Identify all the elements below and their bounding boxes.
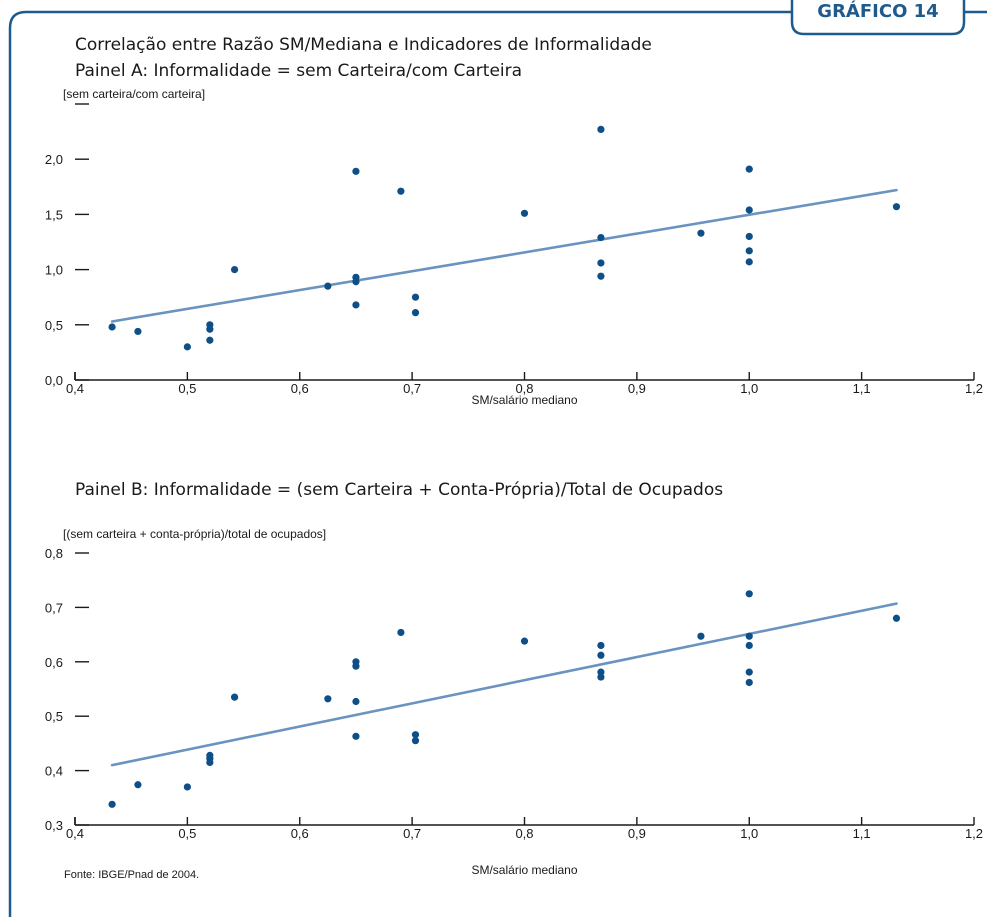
data-point <box>597 259 605 267</box>
panel-b-title: Painel B: Informalidade = (sem Carteira … <box>75 480 724 500</box>
data-point <box>597 641 605 650</box>
data-point <box>352 662 360 670</box>
data-point <box>206 758 214 767</box>
y-tick-label: 0,5 <box>45 318 63 333</box>
data-point <box>745 668 753 676</box>
data-point <box>108 800 116 808</box>
data-point <box>183 783 191 791</box>
data-point <box>411 737 420 745</box>
data-point <box>597 272 605 280</box>
data-point <box>597 651 605 659</box>
x-axis-label: SM/salário mediano <box>471 393 577 407</box>
data-point <box>411 731 420 739</box>
x-tick-label: 1,0 <box>740 826 758 841</box>
source-note: Fonte: IBGE/Pnad de 2004. <box>64 869 200 881</box>
data-point <box>745 590 753 598</box>
data-point <box>397 628 405 637</box>
x-tick-label: 1,1 <box>853 381 871 396</box>
data-point <box>230 266 239 274</box>
x-tick-label: 0,5 <box>178 381 196 396</box>
x-tick-label: 1,2 <box>965 381 983 396</box>
data-point <box>134 327 142 336</box>
x-tick-label: 0,9 <box>628 826 646 841</box>
y-tick-label: 1,5 <box>45 207 63 222</box>
x-tick-label: 0,6 <box>291 826 309 841</box>
y-tick-label: 0,7 <box>45 600 63 615</box>
x-tick-label: 1,1 <box>853 826 871 841</box>
data-point <box>745 641 753 650</box>
y-tick-label: 0,4 <box>45 764 63 779</box>
panel-b-y-unit: [(sem carteira + conta-própria)/total de… <box>63 527 327 541</box>
x-tick-label: 0,8 <box>515 381 533 396</box>
y-tick-label: 0,6 <box>45 655 63 670</box>
data-point <box>597 673 605 681</box>
data-point <box>352 732 360 740</box>
x-tick-label: 0,8 <box>515 826 533 841</box>
data-point <box>745 232 753 241</box>
data-point <box>206 325 214 333</box>
data-point <box>745 632 753 640</box>
x-tick-label: 0,5 <box>178 826 196 841</box>
data-point <box>352 167 360 175</box>
data-point <box>397 187 405 195</box>
panel-a-title: Painel A: Informalidade = sem Carteira/c… <box>75 61 523 81</box>
data-point <box>597 233 605 242</box>
frame-border <box>8 10 987 917</box>
data-point <box>520 209 529 217</box>
x-tick-label: 0,6 <box>291 381 309 396</box>
y-tick-label: 0,3 <box>45 818 63 833</box>
x-tick-label: 0,4 <box>66 381 84 396</box>
chart-title: Correlação entre Razão SM/Mediana e Indi… <box>75 35 652 55</box>
x-tick-label: 1,2 <box>965 826 983 841</box>
x-tick-label: 0,7 <box>403 381 421 396</box>
data-point <box>745 258 753 266</box>
data-point <box>697 632 705 640</box>
panel-a-y-unit: [sem carteira/com carteira] <box>63 87 206 101</box>
data-point <box>324 695 332 703</box>
data-point <box>411 293 420 301</box>
data-point <box>230 693 239 701</box>
trend-line <box>110 188 898 323</box>
x-tick-label: 1,0 <box>740 381 758 396</box>
data-point <box>183 343 191 351</box>
data-point <box>745 247 753 255</box>
x-axis-label: SM/salário mediano <box>471 863 577 877</box>
data-point <box>892 614 901 622</box>
y-tick-label: 2,0 <box>45 152 63 167</box>
data-point <box>108 323 116 331</box>
tab-outline <box>790 0 966 36</box>
data-point <box>520 637 529 645</box>
data-point <box>206 336 214 344</box>
x-tick-label: 0,4 <box>66 826 84 841</box>
data-point <box>697 229 705 237</box>
y-tick-label: 0,5 <box>45 709 63 724</box>
data-point <box>597 125 605 133</box>
data-point <box>745 206 753 214</box>
data-point <box>324 282 332 290</box>
data-point <box>745 678 753 687</box>
trend-line <box>110 602 898 767</box>
y-tick-label: 0,0 <box>45 373 63 388</box>
x-tick-label: 0,9 <box>628 381 646 396</box>
chart-number-tab: GRÁFICO 14 <box>817 1 939 22</box>
data-point <box>352 278 360 286</box>
data-point <box>411 309 420 317</box>
y-tick-label: 0,8 <box>45 546 63 561</box>
data-point <box>745 165 753 173</box>
data-point <box>134 781 142 789</box>
data-point <box>352 301 360 309</box>
x-tick-label: 0,7 <box>403 826 421 841</box>
data-point <box>892 203 901 211</box>
data-point <box>352 697 360 706</box>
y-tick-label: 1,0 <box>45 263 63 278</box>
